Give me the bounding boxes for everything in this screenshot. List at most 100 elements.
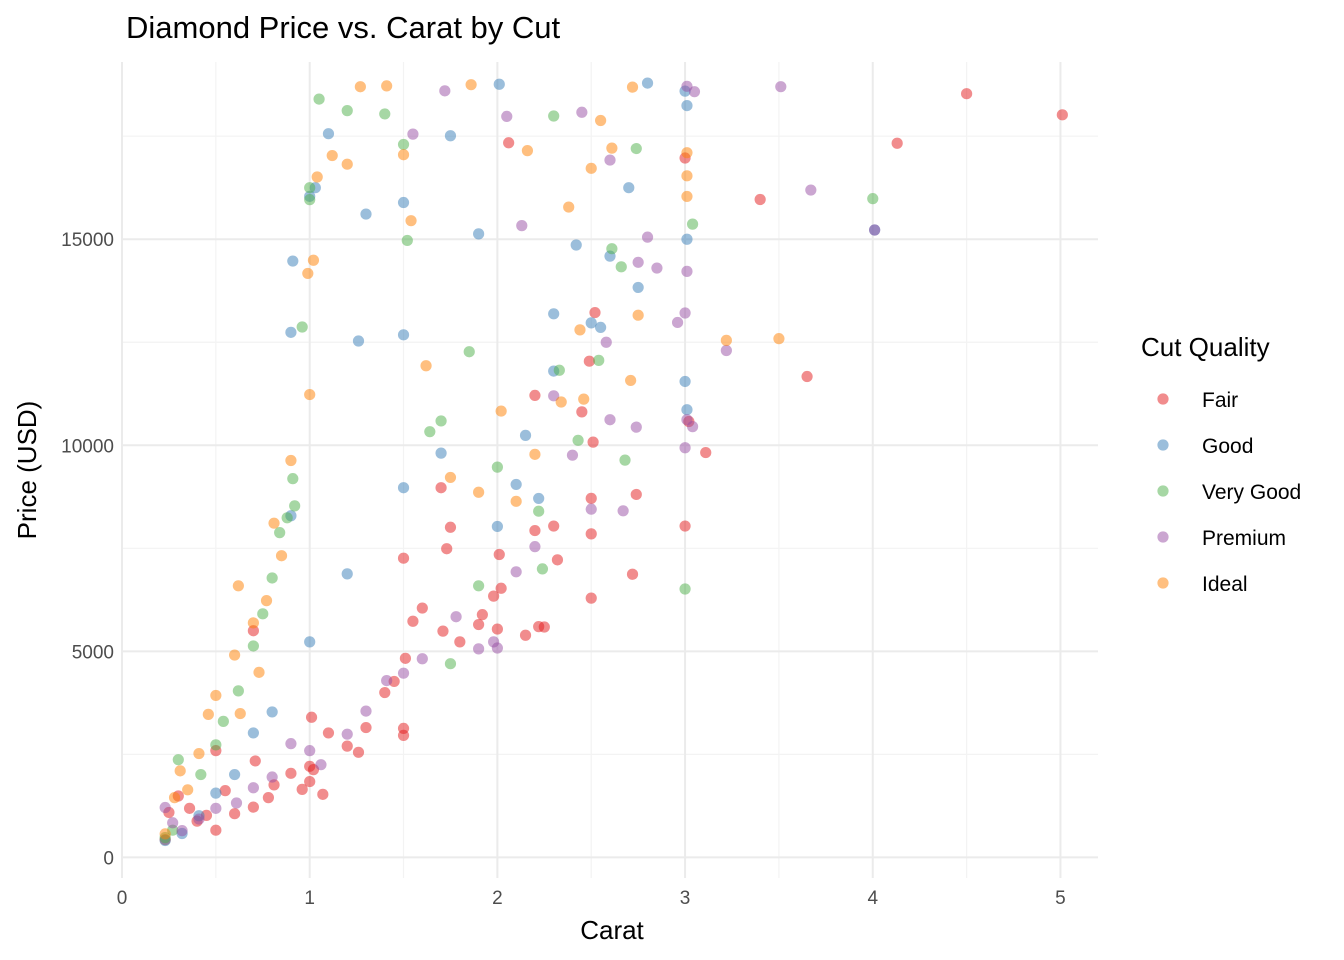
data-point [775,81,787,93]
data-point [247,617,259,629]
data-point [632,309,644,321]
data-point [538,621,550,633]
data-point [488,590,500,602]
data-point [679,375,691,388]
data-point [495,405,507,417]
data-point [681,170,693,182]
data-point [641,77,654,89]
data-point [600,336,612,348]
data-point [578,393,590,405]
data-point [473,486,485,498]
data-point [307,254,320,266]
legend-label: Good [1202,435,1253,458]
data-point [529,524,541,537]
series-premium [159,80,881,837]
data-point [266,771,278,783]
data-point [354,81,366,93]
legend-swatch [1157,577,1169,589]
data-point [681,265,693,277]
data-point [630,142,642,155]
data-point [435,482,447,494]
data-point [519,629,532,641]
data-point [444,471,457,484]
data-point [606,243,618,255]
data-point [519,429,532,441]
data-point [260,595,273,607]
data-point [167,817,179,829]
data-point [287,255,299,267]
data-point [182,784,194,796]
data-point [304,636,316,648]
data-point [529,389,541,402]
data-point [473,228,485,240]
legend-label: Very Good [1202,481,1301,504]
x-tick-label: 3 [680,888,691,909]
data-point [681,404,693,416]
data-point [210,802,222,814]
data-point [232,580,244,592]
y-tick-label: 0 [103,848,114,869]
data-point [304,745,316,757]
data-point [681,100,693,112]
data-point [681,414,693,426]
data-point [304,182,316,194]
data-point [516,220,528,232]
data-point [159,801,171,814]
data-point [576,106,588,118]
x-axis-title: Carat [580,915,644,945]
data-point [210,739,222,751]
data-point [566,449,579,461]
data-point [619,454,631,466]
data-point [473,618,485,631]
data-point [341,158,353,170]
data-point [551,554,564,566]
data-point [159,828,171,840]
data-point [491,461,503,473]
x-tick-label: 0 [117,888,128,909]
data-point [491,520,503,533]
data-point [229,768,241,781]
data-point [304,775,316,788]
data-point [754,193,766,206]
legend-item: Very Good [1157,481,1301,504]
data-point [435,415,447,427]
data-point [352,335,365,347]
series-fair [159,88,1068,846]
data-point [617,505,629,517]
data-point [379,686,391,699]
legend-label: Ideal [1202,573,1248,596]
data-point [626,568,639,580]
data-point [397,482,410,494]
data-point [585,317,597,329]
data-point [454,636,466,648]
data-point [493,78,505,90]
series-ideal [159,79,785,840]
data-point [305,711,318,723]
data-point [493,548,505,561]
data-point [274,527,286,539]
data-point [285,767,297,779]
y-axis-title: Price (USD) [12,401,42,540]
y-tick-label: 5000 [72,642,114,663]
data-point [891,137,903,149]
data-point [570,239,582,251]
data-point [641,231,654,243]
data-point [585,492,597,504]
data-point [681,190,693,203]
x-tick-label: 2 [492,888,503,909]
data-point [304,194,316,206]
data-point [424,426,436,438]
data-point [285,454,297,467]
data-point [341,105,353,117]
data-point [686,218,699,230]
data-point [510,566,522,578]
data-point [407,615,419,627]
data-point [503,137,515,149]
data-point [681,233,693,245]
data-point [536,563,549,575]
y-tick-label: 10000 [61,436,114,457]
data-point [630,488,642,501]
data-point [439,85,451,97]
legend-swatch [1157,531,1169,543]
data-point [322,727,335,739]
